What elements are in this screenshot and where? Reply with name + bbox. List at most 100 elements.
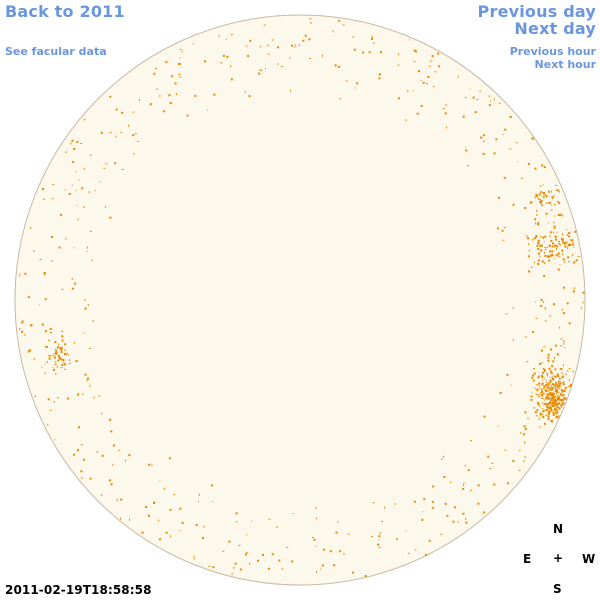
facula-speck <box>73 247 75 249</box>
facula-speck <box>549 407 552 410</box>
facula-speck <box>532 331 535 334</box>
facula-speck <box>519 449 521 452</box>
facula-speck <box>88 191 90 194</box>
facula-speck <box>43 272 46 274</box>
facula-speck <box>539 245 542 248</box>
facula-speck <box>52 367 54 369</box>
facula-speck <box>547 246 548 248</box>
facula-speck <box>532 374 535 377</box>
next-day-link[interactable]: Next day <box>514 19 596 38</box>
facula-speck <box>571 241 574 243</box>
facula-speck <box>354 87 356 89</box>
facula-speck <box>539 426 541 429</box>
facula-speck <box>540 191 543 194</box>
facula-speck <box>559 264 561 266</box>
facula-speck <box>51 198 54 200</box>
facula-speck <box>41 366 43 368</box>
facula-speck <box>546 195 548 197</box>
facula-speck <box>194 94 197 97</box>
facula-speck <box>557 391 560 393</box>
facula-speck <box>465 521 468 524</box>
facula-speck <box>539 185 542 187</box>
facula-speck <box>493 483 496 486</box>
facula-speck <box>547 356 550 359</box>
facula-speck <box>21 320 24 323</box>
see-facular-data-link[interactable]: See facular data <box>5 45 107 58</box>
facula-speck <box>547 255 549 257</box>
facula-speck <box>545 394 547 396</box>
facula-speck <box>54 341 57 343</box>
facula-speck <box>55 351 58 354</box>
facula-speck <box>408 39 410 41</box>
facula-speck <box>548 387 550 390</box>
facula-speck <box>452 520 455 523</box>
facula-speck <box>554 401 555 403</box>
facula-speck <box>555 238 558 241</box>
facula-speck <box>568 260 571 262</box>
back-to-year-link[interactable]: Back to 2011 <box>5 2 125 21</box>
facula-speck <box>547 382 549 385</box>
facula-speck <box>21 330 23 333</box>
facula-speck <box>477 484 480 487</box>
facula-speck <box>548 367 551 370</box>
facula-speck <box>60 348 63 351</box>
facula-speck <box>569 239 572 241</box>
facula-speck <box>58 356 61 359</box>
facula-speck <box>567 244 570 246</box>
next-hour-link[interactable]: Next hour <box>534 58 597 71</box>
facula-speck <box>562 398 565 401</box>
facula-speck <box>572 253 574 256</box>
facula-speck <box>545 212 548 215</box>
facula-speck <box>538 418 540 421</box>
facula-speck <box>525 235 528 237</box>
facula-speck <box>457 521 460 523</box>
facula-speck <box>120 498 123 501</box>
facula-speck <box>56 346 59 349</box>
facula-speck <box>295 44 297 47</box>
facula-speck <box>116 498 118 501</box>
facula-speck <box>548 259 551 262</box>
facula-speck <box>61 330 64 332</box>
facula-speck <box>426 83 428 85</box>
facula-speck <box>540 199 543 202</box>
facula-speck <box>470 489 473 491</box>
facula-speck <box>322 54 323 57</box>
facula-speck <box>204 60 206 63</box>
facula-speck <box>212 501 214 503</box>
facula-speck <box>179 57 181 59</box>
facula-speck <box>169 102 172 105</box>
facula-speck <box>541 414 544 416</box>
facula-speck <box>540 362 543 364</box>
facula-speck <box>378 539 380 541</box>
facula-speck <box>550 348 552 351</box>
facula-speck <box>472 96 475 99</box>
facula-speck <box>315 506 317 509</box>
facula-speck <box>245 552 248 554</box>
facula-speck <box>561 253 563 256</box>
facula-speck <box>89 230 92 232</box>
facula-speck <box>572 370 574 373</box>
facula-speck <box>134 133 137 135</box>
facula-speck <box>179 530 181 531</box>
facula-speck <box>61 288 64 290</box>
facula-speck <box>149 103 152 106</box>
facula-speck <box>55 372 57 375</box>
facula-speck <box>551 190 553 193</box>
facula-speck <box>537 242 540 245</box>
facula-speck <box>546 409 549 411</box>
facula-speck <box>550 253 553 255</box>
previous-hour-link[interactable]: Previous hour <box>509 45 596 58</box>
facula-speck <box>558 201 561 204</box>
facula-speck <box>539 363 541 365</box>
facula-speck <box>543 192 545 195</box>
facula-speck <box>541 402 544 404</box>
facula-speck <box>277 46 280 49</box>
facula-speck <box>509 116 512 118</box>
facula-speck <box>524 411 527 414</box>
previous-day-link[interactable]: Previous day <box>477 2 596 21</box>
facula-speck <box>64 349 66 352</box>
facula-speck <box>553 387 555 389</box>
facula-speck <box>267 567 270 570</box>
facula-speck <box>222 550 225 552</box>
facula-speck <box>542 184 544 186</box>
